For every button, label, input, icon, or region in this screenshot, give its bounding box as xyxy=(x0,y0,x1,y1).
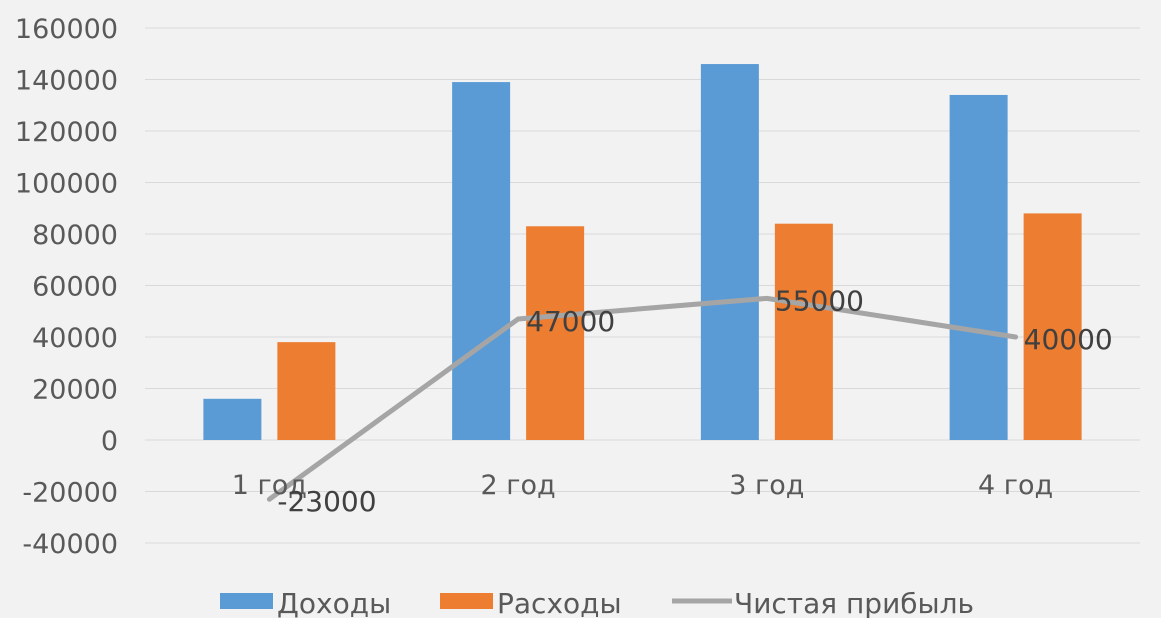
bar-expense xyxy=(774,223,833,440)
y-tick-label: 20000 xyxy=(32,375,118,406)
y-tick-label: 140000 xyxy=(15,66,118,97)
gridlines xyxy=(145,27,1140,544)
legend-swatch xyxy=(220,593,273,609)
data-labels: -23000 47000 55000 40000 xyxy=(277,284,1112,518)
category-label: 2 год xyxy=(481,470,556,501)
bar-income xyxy=(203,398,262,440)
legend-label: Чистая прибыль xyxy=(734,587,974,618)
legend-label: Расходы xyxy=(497,587,622,618)
y-tick-label: -20000 xyxy=(22,478,118,509)
category-label: 3 год xyxy=(729,470,804,501)
bar-expense xyxy=(526,226,585,440)
legend: Доходы Расходы Чистая прибыль xyxy=(220,587,974,618)
data-label: 40000 xyxy=(1024,323,1113,356)
profit-line xyxy=(266,295,1019,502)
bar-expense xyxy=(1023,213,1082,440)
data-label: -23000 xyxy=(277,485,376,518)
bar-income xyxy=(452,82,511,440)
y-tick-label: 0 xyxy=(101,426,118,457)
bar-income xyxy=(949,94,1008,440)
category-label: 1 год xyxy=(232,470,307,501)
data-label: 55000 xyxy=(775,284,864,317)
y-tick-label: 160000 xyxy=(15,14,118,45)
y-tick-label: 120000 xyxy=(15,117,118,148)
bars xyxy=(203,64,1082,441)
bar-expense xyxy=(277,342,336,440)
y-tick-label: -40000 xyxy=(22,529,118,560)
profit-line-path xyxy=(266,295,1019,502)
category-labels: 1 год 2 год 3 год 4 год xyxy=(232,470,1053,501)
y-tick-label: 80000 xyxy=(32,220,118,251)
legend-swatch xyxy=(440,593,493,609)
y-tick-label: 100000 xyxy=(15,169,118,200)
y-axis-labels: 160000 140000 120000 100000 80000 60000 40000 2… xyxy=(15,14,118,560)
category-label: 4 год xyxy=(978,470,1053,501)
bar-income xyxy=(700,64,759,441)
y-tick-label: 40000 xyxy=(32,323,118,354)
y-tick-label: 60000 xyxy=(32,272,118,303)
legend-label: Доходы xyxy=(277,587,391,618)
data-label: 47000 xyxy=(526,305,615,338)
